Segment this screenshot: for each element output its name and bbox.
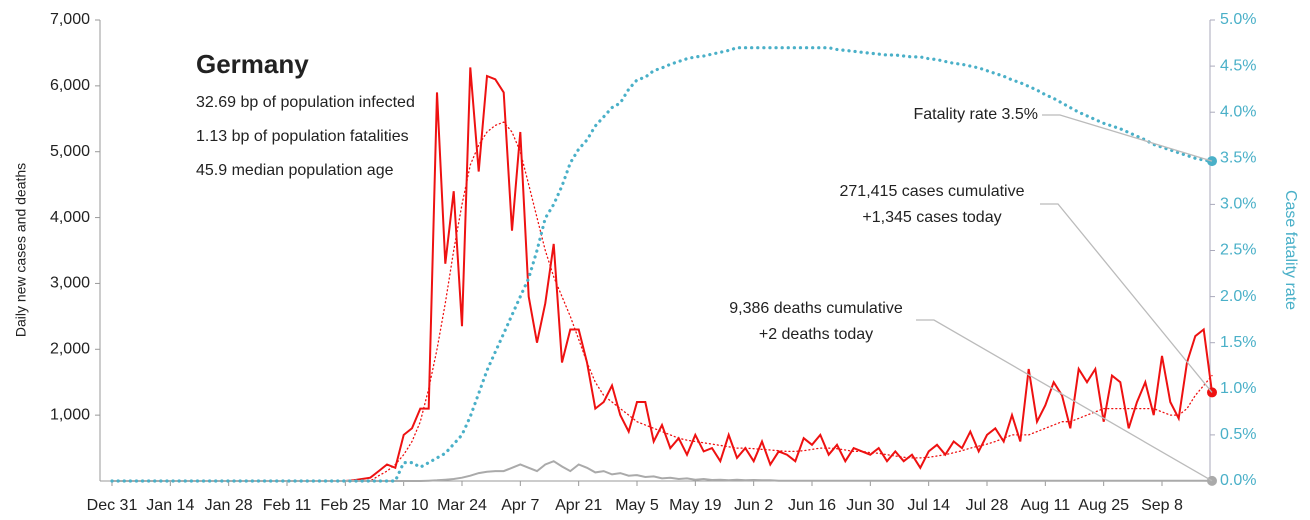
y-axis-label: Daily new cases and deaths — [13, 163, 29, 337]
x-tick-label: Jul 14 — [907, 497, 950, 514]
x-tick-label: Jan 28 — [205, 497, 253, 514]
y-tick-label: 1,000 — [50, 406, 90, 423]
x-tick-label: Jun 16 — [788, 497, 836, 514]
summary-line: 32.69 bp of population infected — [196, 94, 415, 111]
x-tick-label: Aug 25 — [1078, 497, 1129, 514]
y2-tick-label: 1.5% — [1220, 334, 1256, 351]
y2-tick-label: 2.5% — [1220, 242, 1256, 259]
series-line — [111, 460, 1213, 482]
y2-tick-label: 4.0% — [1220, 103, 1256, 120]
y2-tick-label: 0.0% — [1220, 472, 1256, 489]
y-tick-label: 6,000 — [50, 77, 90, 94]
y-tick-label: 4,000 — [50, 209, 90, 226]
callout-text: 271,415 cases cumulative — [840, 183, 1025, 200]
x-tick-label: Apr 21 — [555, 497, 602, 514]
x-tick-label: Aug 11 — [1021, 497, 1071, 514]
y-tick-label: 5,000 — [50, 143, 90, 160]
x-tick-label: Jul 28 — [966, 497, 1009, 514]
x-tick-label: May 19 — [669, 497, 722, 514]
x-tick-label: Mar 24 — [437, 497, 487, 514]
y2-tick-label: 3.0% — [1220, 196, 1256, 213]
x-tick-label: May 5 — [615, 497, 659, 514]
summary-line: 45.9 median population age — [196, 162, 394, 179]
x-tick-label: Dec 31 — [87, 497, 138, 514]
y2-tick-label: 0.5% — [1220, 426, 1256, 443]
callout-text: +1,345 cases today — [862, 209, 1001, 226]
callout-line — [916, 319, 1213, 482]
y2-tick-label: 4.5% — [1220, 57, 1256, 74]
x-tick-label: Mar 10 — [379, 497, 429, 514]
y2-tick-label: 2.0% — [1220, 288, 1256, 305]
y-tick-label: 7,000 — [50, 11, 90, 28]
x-tick-label: Sep 8 — [1141, 497, 1183, 514]
callout-line — [1040, 203, 1213, 393]
y2-tick-label: 1.0% — [1220, 380, 1256, 397]
country-title: Germany — [196, 49, 309, 79]
y2-tick-label: 5.0% — [1220, 11, 1256, 28]
y2-axis-label: Case fatality rate — [1282, 190, 1299, 310]
series-line — [111, 121, 1213, 482]
x-tick-label: Feb 25 — [320, 497, 370, 514]
x-tick-label: Jun 30 — [846, 497, 894, 514]
callout-text: +2 deaths today — [759, 326, 873, 343]
callout-line — [1042, 114, 1213, 162]
callout-text: 9,386 deaths cumulative — [729, 300, 903, 317]
x-tick-label: Jan 14 — [146, 497, 194, 514]
callout-text: Fatality rate 3.5% — [914, 106, 1039, 123]
x-tick-label: Feb 11 — [263, 497, 312, 514]
y-tick-label: 2,000 — [50, 341, 90, 358]
y-tick-label: 3,000 — [50, 275, 90, 292]
x-tick-label: Apr 7 — [501, 497, 539, 514]
x-tick-label: Jun 2 — [734, 497, 773, 514]
summary-line: 1.13 bp of population fatalities — [196, 128, 409, 145]
y2-tick-label: 3.5% — [1220, 150, 1256, 167]
series-line — [110, 46, 1214, 483]
